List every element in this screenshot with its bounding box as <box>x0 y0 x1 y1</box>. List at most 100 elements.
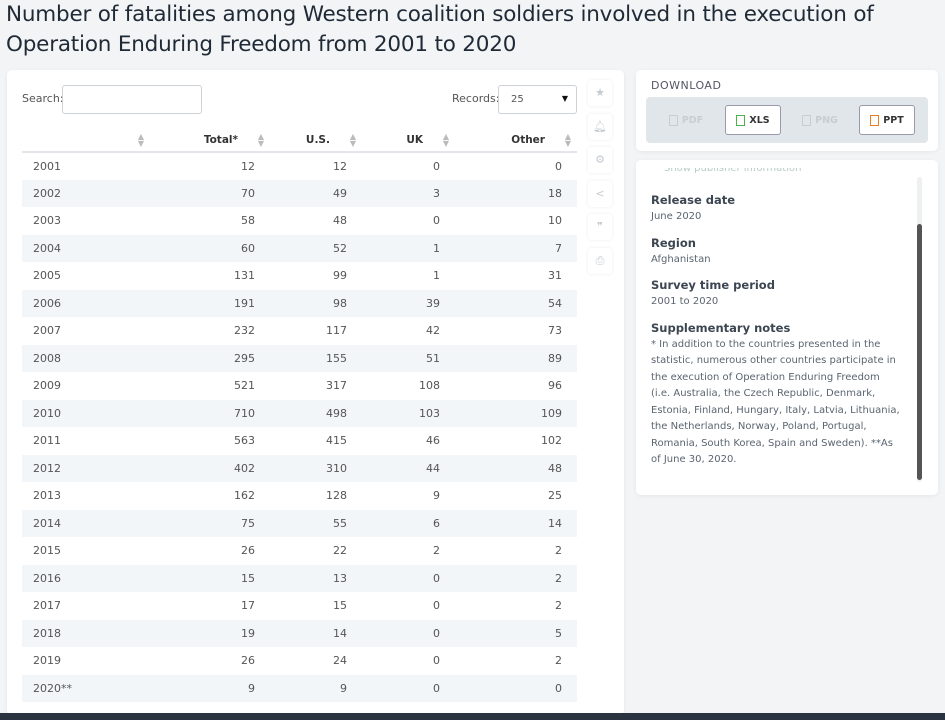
table-cell: 415 <box>270 427 362 455</box>
table-row: 2003 58 48 0 10 <box>22 207 577 235</box>
table-cell: 317 <box>270 372 362 400</box>
table-cell: 2020** <box>22 674 150 703</box>
table-cell: 48 <box>455 454 577 483</box>
table-row: 2010 710 498 103 109 <box>22 399 577 428</box>
quote-icon[interactable]: ❞ <box>588 214 612 240</box>
records-select[interactable]: 25 ▼ <box>498 85 577 114</box>
table-cell: 103 <box>362 399 455 428</box>
table-cell: 26 <box>150 537 270 565</box>
sort-icon: ▲ ▼ <box>442 132 449 148</box>
table-cell: 0 <box>362 592 455 620</box>
table-cell: 99 <box>270 262 362 290</box>
table-cell: 295 <box>150 344 270 373</box>
table-cell: 2018 <box>22 619 150 648</box>
table-cell: 2003 <box>22 207 150 235</box>
sort-icon: ▲ ▼ <box>137 132 144 148</box>
data-table: ▲ ▼ Total* ▲ ▼ U.S. ▲ ▼ UK ▲ ▼ Other ▲ ▼ 2001 12 12 0 0 20… <box>22 128 577 703</box>
download-pdf-button[interactable]: PDF <box>658 105 714 135</box>
caret-down-icon: ▼ <box>561 94 568 103</box>
page-title: Number of fatalities among Western coali… <box>6 2 874 57</box>
table-cell: 2011 <box>22 427 150 455</box>
table-cell: 42 <box>362 317 455 345</box>
table-cell: 55 <box>270 509 362 538</box>
download-ppt-button[interactable]: PPT <box>859 105 915 135</box>
download-title: DOWNLOAD <box>651 79 722 92</box>
side-toolbar: ★ 🔔︎ ⚙ < ❞ ⎙ <box>588 80 612 281</box>
table-cell: 22 <box>270 537 362 565</box>
print-icon[interactable]: ⎙ <box>588 247 612 274</box>
column-header[interactable]: Total* ▲ ▼ <box>150 128 270 153</box>
table-cell: 2009 <box>22 372 150 400</box>
table-row: 2004 60 52 1 7 <box>22 234 577 263</box>
table-row: 2011 563 415 46 102 <box>22 427 577 455</box>
notes-label: Supplementary notes <box>651 320 791 335</box>
table-cell: 18 <box>455 179 577 208</box>
table-cell: 17 <box>150 592 270 620</box>
table-cell: 12 <box>270 152 362 180</box>
notes-value: * In addition to the countries presented… <box>651 338 900 466</box>
table-cell: 0 <box>362 619 455 648</box>
publisher-info-link[interactable]: Show publisher information <box>664 168 802 174</box>
survey-period-value: 2001 to 2020 <box>651 296 719 307</box>
table-cell: 0 <box>362 152 455 180</box>
table-cell: 24 <box>270 647 362 675</box>
table-cell: 13 <box>270 564 362 593</box>
release-date-label: Release date <box>651 193 736 207</box>
table-cell: 108 <box>362 372 455 400</box>
region-value: Afghanistan <box>651 253 711 265</box>
table-cell: 51 <box>362 344 455 373</box>
column-header[interactable]: Other ▲ ▼ <box>455 128 577 153</box>
records-label: Records: <box>452 92 500 105</box>
table-cell: 26 <box>150 647 270 675</box>
table-cell: 2 <box>455 537 577 565</box>
table-row: 2020** 9 9 0 0 <box>22 674 577 703</box>
table-cell: 2004 <box>22 234 150 263</box>
table-cell: 563 <box>150 427 270 455</box>
column-header[interactable]: UK ▲ ▼ <box>362 128 455 153</box>
table-cell: 49 <box>270 179 362 208</box>
table-row: 2009 521 317 108 96 <box>22 372 577 400</box>
table-cell: 2 <box>455 592 577 620</box>
table-row: 2013 162 128 9 25 <box>22 482 577 510</box>
table-row: 2002 70 49 3 18 <box>22 179 577 208</box>
table-cell: 0 <box>455 152 577 180</box>
share-icon[interactable]: < <box>588 180 612 207</box>
region-label: Region <box>651 235 696 250</box>
table-cell: 102 <box>455 427 577 455</box>
table-row: 2005 131 99 1 31 <box>22 262 577 290</box>
sort-icon: ▲ ▼ <box>349 132 356 148</box>
table-cell: 54 <box>455 289 577 318</box>
search-input[interactable] <box>62 85 202 114</box>
star-icon[interactable]: ★ <box>588 80 612 106</box>
column-header-label: Other <box>511 133 545 146</box>
table-cell: 73 <box>455 317 577 345</box>
table-cell: 2019 <box>22 647 150 675</box>
table-cell: 48 <box>270 207 362 235</box>
download-xls-button[interactable]: XLS <box>725 105 781 135</box>
table-cell: 0 <box>362 564 455 593</box>
bell-icon[interactable]: 🔔︎ <box>588 113 612 140</box>
download-button-label: PNG <box>815 114 838 126</box>
table-cell: 2014 <box>22 509 150 538</box>
download-png-button[interactable]: PNG <box>792 105 848 135</box>
table-cell: 2006 <box>22 289 150 318</box>
survey-period-label: Survey time period <box>651 278 775 292</box>
table-cell: 710 <box>150 399 270 428</box>
file-icon <box>870 114 880 126</box>
table-cell: 2002 <box>22 179 150 208</box>
column-header[interactable]: U.S. ▲ ▼ <box>270 128 362 153</box>
table-cell: 1 <box>362 262 455 290</box>
table-row: 2006 191 98 39 54 <box>22 289 577 318</box>
scrollbar-thumb[interactable] <box>917 224 922 480</box>
table-cell: 2005 <box>22 262 150 290</box>
column-header[interactable]: ▲ ▼ <box>22 128 150 153</box>
gear-icon[interactable]: ⚙ <box>588 147 612 173</box>
table-cell: 2 <box>362 537 455 565</box>
sort-icon: ▲ ▼ <box>564 132 571 148</box>
table-cell: 44 <box>362 454 455 483</box>
records-value: 25 <box>511 94 524 105</box>
table-cell: 2013 <box>22 482 150 510</box>
table-row: 2018 19 14 0 5 <box>22 619 577 648</box>
table-cell: 60 <box>150 234 270 263</box>
table-cell: 15 <box>270 592 362 620</box>
